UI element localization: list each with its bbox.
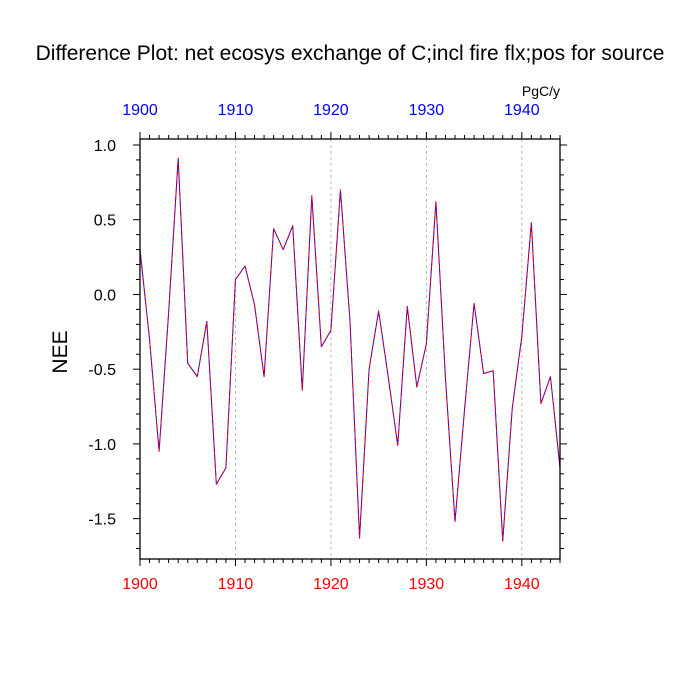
y-axis-label: NEE [49,330,72,373]
y-tick-label: 0.5 [94,213,116,230]
x-tick-label-top: 1910 [218,102,254,119]
axis-ticks [133,132,567,566]
x-tick-label-bottom: 1930 [409,576,445,593]
series-line-1 [139,157,561,542]
x-tick-label-top: 1940 [504,102,540,119]
y-tick-label: -1.5 [88,512,116,529]
series-line-2 [139,157,561,542]
units-label: PgC/y [522,83,560,99]
x-tick-label-bottom: 1910 [218,576,254,593]
y-tick-label: 1.0 [94,138,116,155]
gridlines [235,139,523,559]
chart-title: Difference Plot: net ecosys exchange of … [36,42,665,65]
x-tick-label-bottom: 1940 [504,576,540,593]
x-tick-label-top: 1900 [122,102,158,119]
x-tick-label-bottom: 1920 [313,576,349,593]
x-tick-label-top: 1930 [409,102,445,119]
x-tick-label-top: 1920 [313,102,349,119]
data-series [139,157,561,542]
y-tick-label: -0.5 [88,362,116,379]
x-tick-label-bottom: 1900 [122,576,158,593]
chart-title-group: Difference Plot: net ecosys exchange of … [36,42,665,65]
tick-labels: 1900 1900 1910 1910 1920 1920 1930 1930 1940 1940… [88,102,539,593]
plot-frame [139,138,561,560]
y-tick-label: -1.0 [88,437,116,454]
y-tick-label: 0.0 [94,287,116,304]
